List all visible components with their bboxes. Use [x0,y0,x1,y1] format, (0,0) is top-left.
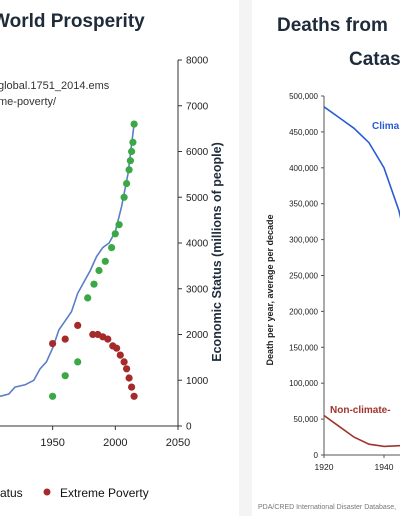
y-tick-label: 500,000 [289,92,318,101]
x-tick-label: 1920 [315,462,334,472]
x-tick-label: 2000 [103,437,127,449]
x-tick-label: 1950 [40,437,64,449]
status-point [74,358,82,366]
legend-marker-poverty [43,488,51,496]
status-point [111,230,119,238]
series-label-non-climate: Non-climate- [330,405,391,416]
status-point [61,372,69,380]
status-point [129,138,137,146]
y-tick-label: 8000 [186,56,209,67]
poverty-point [130,392,138,400]
y-tick-label: 100,000 [289,379,318,388]
status-point [95,266,103,275]
poverty-point [89,330,97,339]
world-prosperity-panel: World Prosperity global.1751_2014.ems me… [0,11,224,500]
y-tick-label: 6000 [186,147,209,158]
y-tick-label: 0 [314,451,319,460]
y-tick-label: 4000 [186,239,209,250]
poverty-point [61,335,69,343]
poverty-point [120,358,128,366]
series-label-climate: Clima [372,121,400,132]
y-tick-label: 400,000 [289,164,318,173]
y-tick-label: 150,000 [289,343,318,352]
poverty-point [116,351,124,359]
deaths-title: Deaths from [277,15,388,36]
y-axis-label: Death per year, average per decade [265,214,275,365]
status-point [90,280,98,288]
y-tick-label: 3000 [186,284,209,295]
y-tick-label: 0 [186,422,192,433]
status-point [84,294,92,302]
poverty-point [104,335,112,343]
status-point [125,166,133,174]
status-point [49,392,57,400]
non-climate-deaths-line [323,414,400,448]
panel-divider [239,0,252,516]
x-tick-label: 2050 [166,437,190,449]
legend-entry: atus [0,486,23,500]
poverty-point [113,344,121,352]
y-tick-label: 50,000 [294,415,319,424]
poverty-point [49,340,57,348]
y-tick-label: 250,000 [289,272,318,281]
disaster-deaths-chart: Deaths from Catas Death per year, averag… [258,15,400,511]
status-point [123,179,131,188]
disaster-deaths-panel: Deaths from Catas Death per year, averag… [252,0,400,516]
status-point [120,193,128,201]
y-tick-label: 200,000 [289,307,318,316]
y-tick-label: 450,000 [289,128,318,137]
y-tick-label: 300,000 [289,236,318,245]
y-axis-label: Economic Status (millions of people) [210,142,224,361]
source-annotation: me-poverty/ [0,96,57,108]
status-point [126,157,134,165]
status-point [108,244,116,252]
prosperity-title: World Prosperity [0,11,145,32]
poverty-point [123,365,131,373]
source-note: PDA/CRED International Disaster Database… [258,504,396,511]
legend-entry: Extreme Poverty [60,486,149,500]
status-point [130,120,138,128]
y-tick-label: 2000 [186,330,209,341]
status-point [101,257,109,265]
y-tick-label: 350,000 [289,200,318,209]
economic-status-line [0,124,135,398]
poverty-point [125,374,133,382]
legend: atus Extreme Poverty [0,486,149,500]
deaths-subtitle: Catas [349,49,400,70]
world-prosperity-chart: World Prosperity global.1751_2014.ems me… [0,11,224,500]
x-tick-label: 1940 [375,462,394,472]
status-point [115,221,123,229]
source-annotation: global.1751_2014.ems [0,80,110,92]
y-tick-label: 7000 [186,101,209,112]
poverty-point [74,321,82,329]
y-tick-label: 5000 [186,193,209,204]
y-tick-label: 1000 [186,376,209,387]
poverty-point [128,383,136,391]
climate-deaths-line [323,106,400,219]
status-point [128,147,136,156]
